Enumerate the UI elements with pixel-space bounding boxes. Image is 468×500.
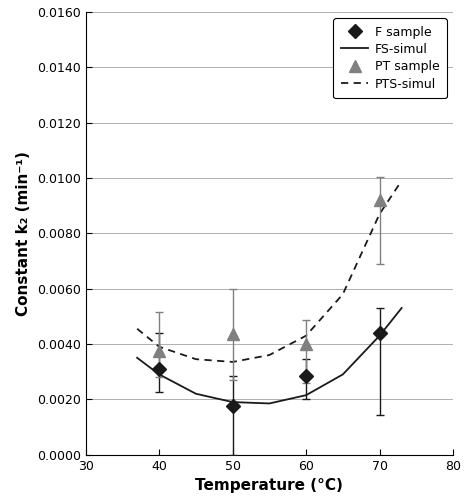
X-axis label: Temperature (°C): Temperature (°C) [196, 478, 344, 493]
Y-axis label: Constant k₂ (min⁻¹): Constant k₂ (min⁻¹) [16, 151, 31, 316]
Legend: F sample, FS-simul, PT sample, PTS-simul: F sample, FS-simul, PT sample, PTS-simul [333, 18, 447, 98]
